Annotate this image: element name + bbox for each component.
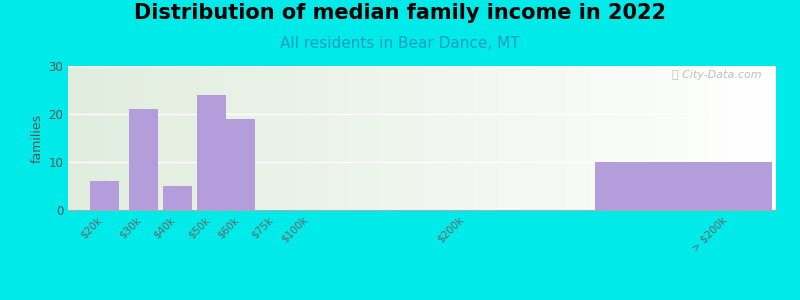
Text: All residents in Bear Dance, MT: All residents in Bear Dance, MT — [280, 36, 520, 51]
Text: Distribution of median family income in 2022: Distribution of median family income in … — [134, 3, 666, 23]
Bar — [226, 119, 255, 210]
Bar — [162, 186, 191, 210]
Bar — [129, 109, 158, 210]
Bar — [90, 181, 118, 210]
Bar — [198, 95, 226, 210]
Y-axis label: families: families — [31, 113, 44, 163]
Text: Ⓣ City-Data.com: Ⓣ City-Data.com — [672, 70, 762, 80]
Bar — [595, 162, 772, 210]
